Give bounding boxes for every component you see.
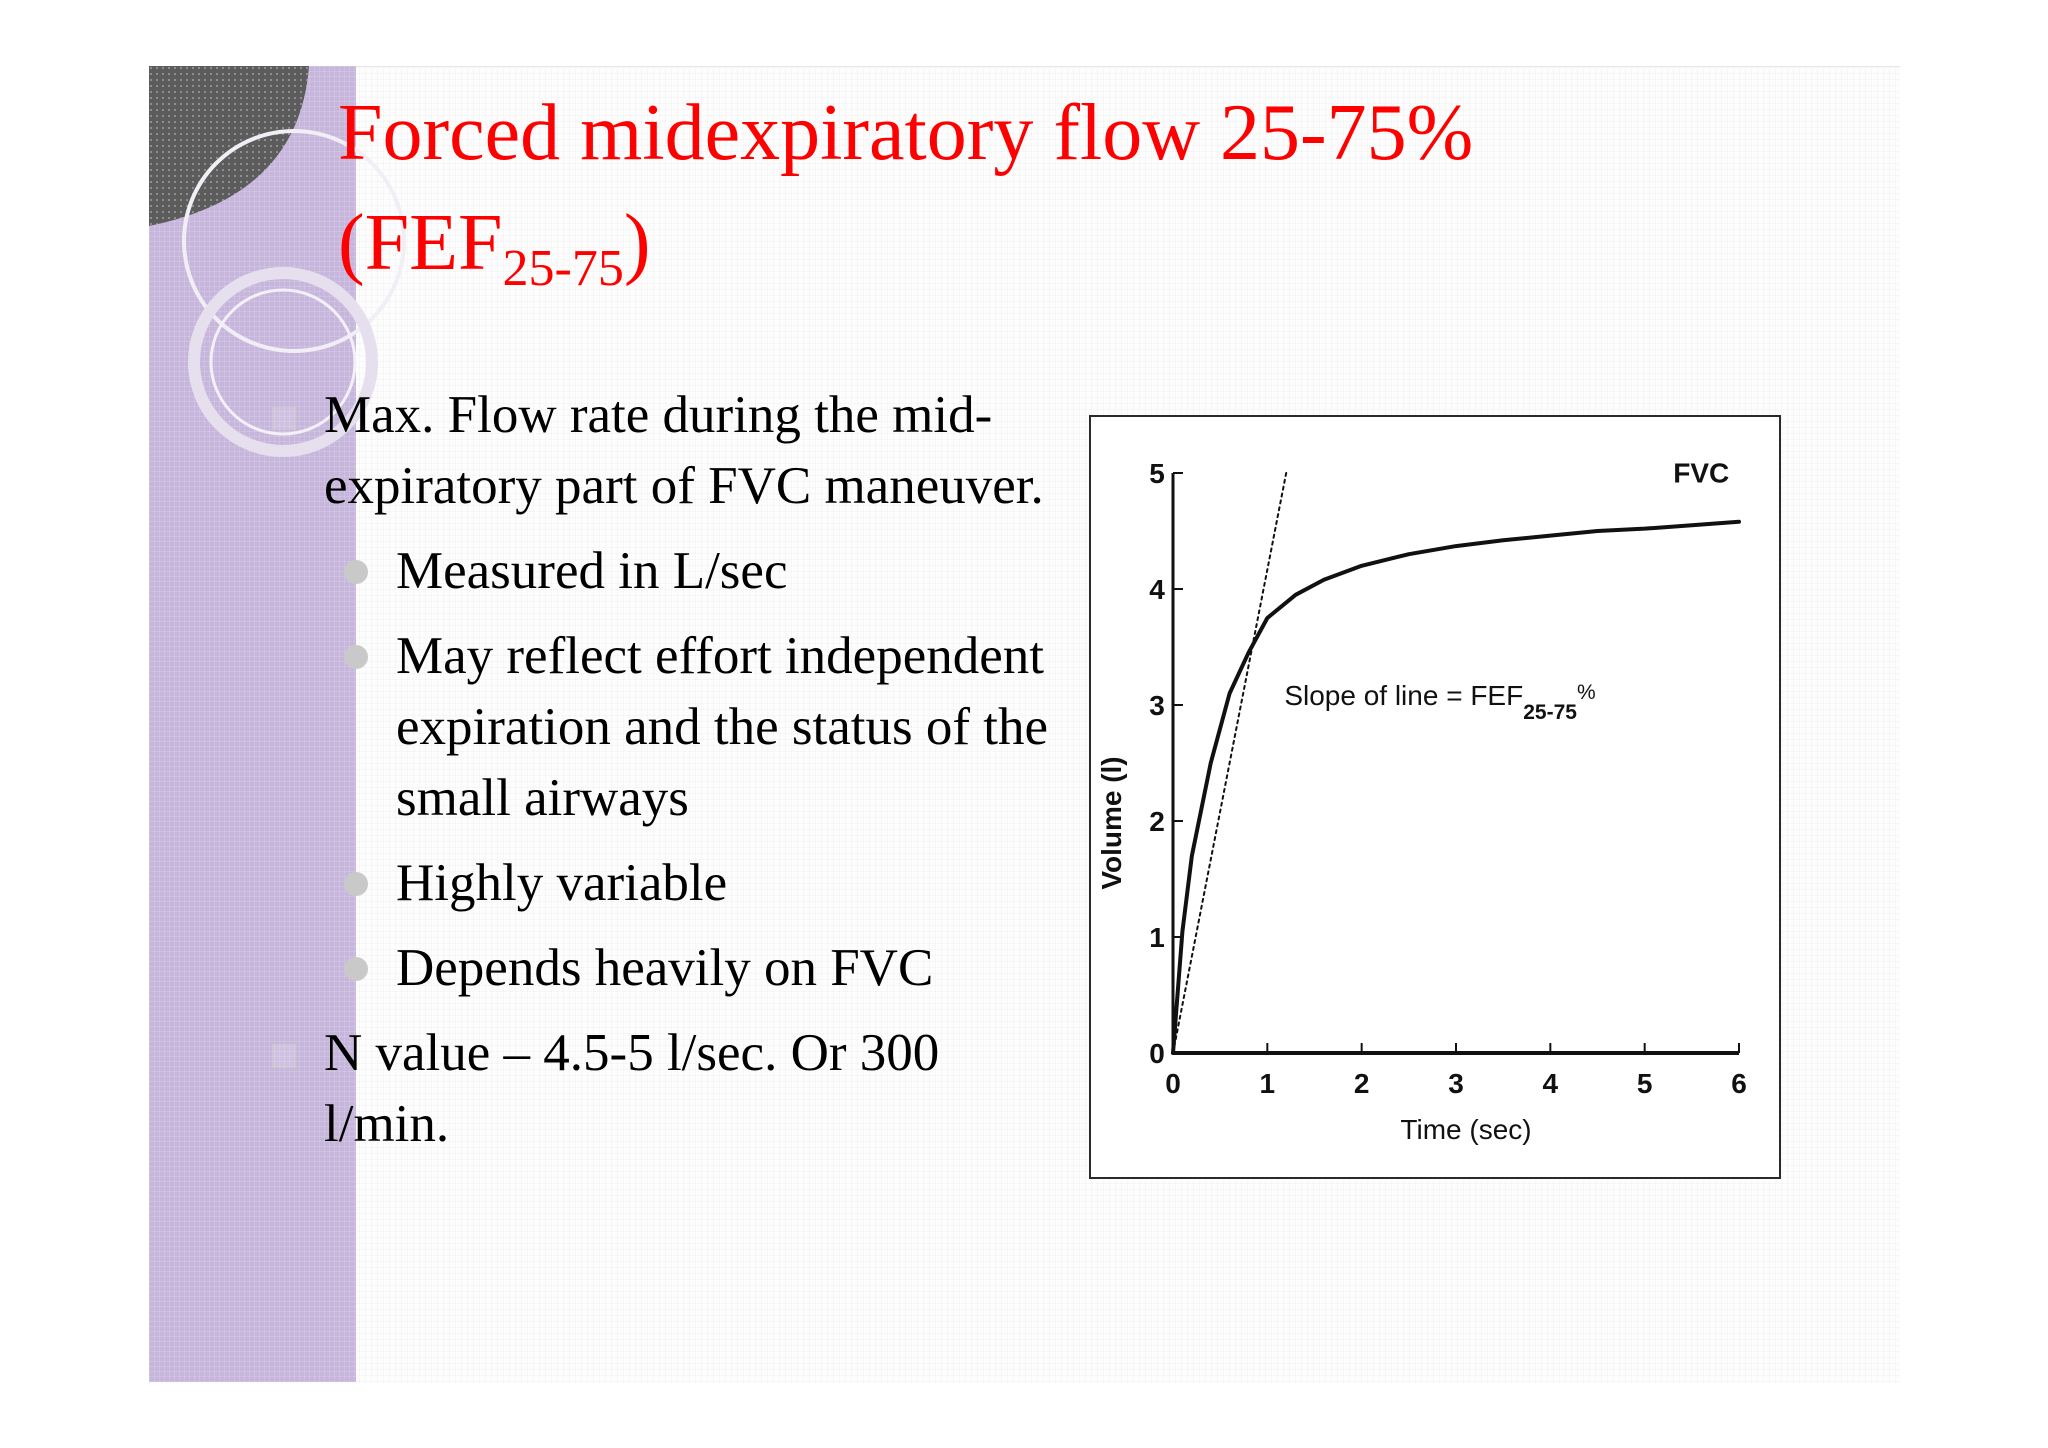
dot-bullet-icon — [344, 872, 368, 896]
chart-ticks: 0 1 2 3 4 5 0 1 2 3 4 5 6 — [1149, 458, 1747, 1099]
sub-bullet-item: Measured in L/sec — [268, 536, 1068, 607]
y-tick-label: 4 — [1149, 574, 1165, 605]
sub-bullet-item: May reflect effort independent expiratio… — [268, 621, 1068, 834]
title-subscript: 25-75 — [502, 240, 624, 297]
slope-tangent-line — [1172, 472, 1288, 1054]
x-tick-label: 1 — [1260, 1068, 1276, 1099]
bullet-text: N value – 4.5-5 l/sec. Or 300 l/min. — [324, 1024, 940, 1153]
sub-bullet-item: Depends heavily on FVC — [268, 933, 1068, 1004]
slide-title: Forced midexpiratory flow 25-75% (FEF25-… — [338, 78, 1473, 298]
fvc-annotation: FVC — [1673, 457, 1729, 488]
x-tick-label: 0 — [1165, 1068, 1181, 1099]
dot-bullet-icon — [344, 645, 368, 669]
title-close-paren: ) — [623, 199, 651, 287]
bullet-list: Max. Flow rate during the mid-expiratory… — [268, 380, 1068, 1160]
sub-bullet-text: May reflect effort independent expiratio… — [396, 627, 1049, 827]
chart-axes — [1171, 473, 1739, 1055]
y-tick-label: 0 — [1149, 1038, 1165, 1069]
bullet-item: N value – 4.5-5 l/sec. Or 300 l/min. — [268, 1018, 1068, 1160]
decorative-circles — [149, 66, 406, 457]
chart-series — [1171, 472, 1741, 1055]
small-ring-inner — [209, 288, 357, 436]
slope-annotation-subscript: 25-75 — [1523, 701, 1577, 724]
bullet-text: Max. Flow rate during the mid-expiratory… — [324, 386, 1044, 515]
slope-annotation-suffix: % — [1577, 681, 1596, 704]
fvc-curve — [1171, 519, 1741, 1055]
large-ring — [182, 129, 406, 353]
dot-bullet-icon — [344, 957, 368, 981]
x-tick-label: 2 — [1354, 1068, 1370, 1099]
dot-bullet-icon — [344, 560, 368, 584]
y-tick-label: 3 — [1149, 690, 1165, 721]
y-tick-label: 5 — [1149, 458, 1165, 489]
y-tick-label: 2 — [1149, 806, 1165, 837]
y-tick-label: 1 — [1149, 922, 1165, 953]
x-tick-label: 6 — [1731, 1068, 1747, 1099]
slope-annotation-text: Slope of line = FEF — [1284, 680, 1523, 711]
slope-annotation: Slope of line = FEF25-75% — [1284, 680, 1595, 724]
sub-bullet-text: Measured in L/sec — [396, 542, 788, 600]
small-ring-outer — [188, 267, 378, 457]
bullet-item: Max. Flow rate during the mid-expiratory… — [268, 380, 1068, 522]
title-line-main: Forced midexpiratory flow 25-75% — [338, 89, 1474, 177]
x-axis-label: Time (sec) — [1400, 1114, 1531, 1145]
sub-bullet-item: Highly variable — [268, 848, 1068, 919]
sub-bullet-text: Depends heavily on FVC — [396, 939, 934, 997]
x-tick-label: 5 — [1637, 1068, 1653, 1099]
title-abbrev: (FEF — [338, 199, 503, 287]
square-bullet-icon — [272, 406, 296, 430]
x-tick-label: 3 — [1448, 1068, 1464, 1099]
x-tick-label: 4 — [1543, 1068, 1559, 1099]
sub-bullet-text: Highly variable — [396, 854, 728, 912]
y-axis-label: Volume (l) — [1096, 756, 1127, 889]
square-bullet-icon — [272, 1044, 296, 1068]
dark-corner-pattern — [149, 66, 309, 226]
